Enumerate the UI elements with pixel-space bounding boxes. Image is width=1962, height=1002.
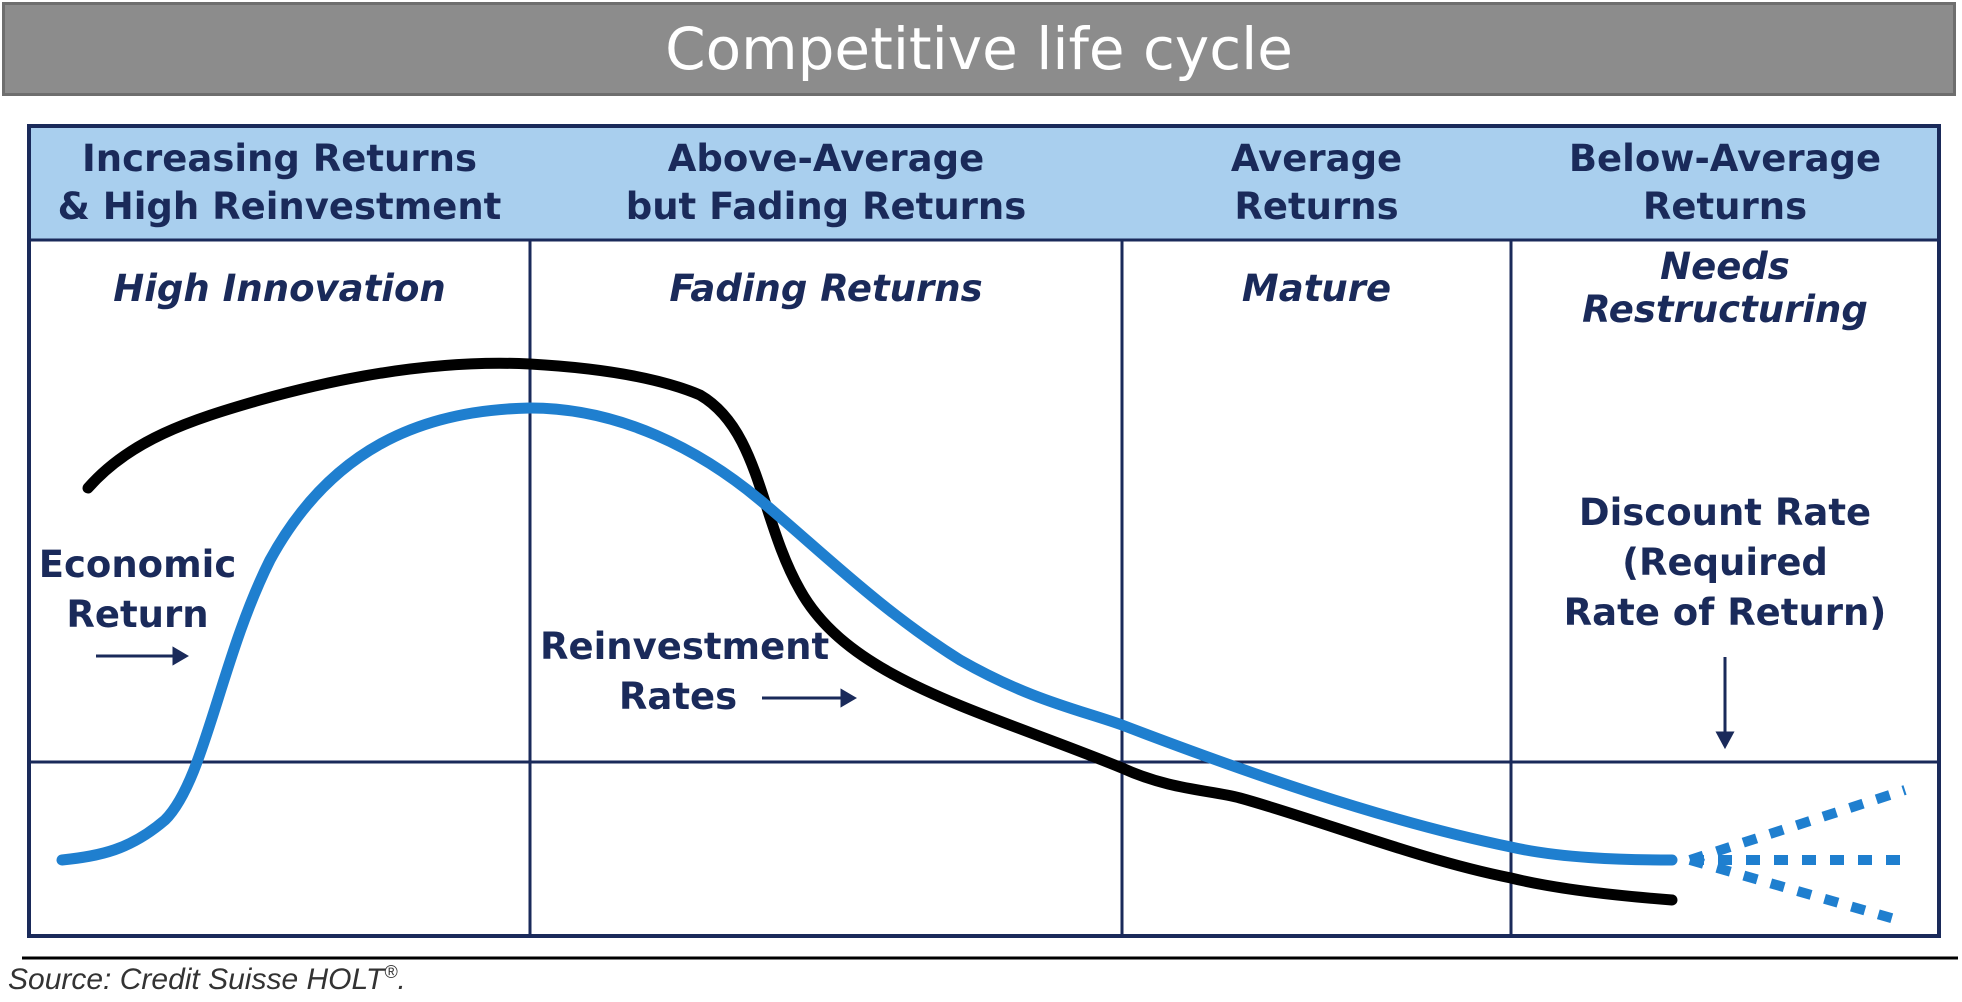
stage-header-below-average: Below-Average Returns	[1568, 137, 1882, 228]
stage-header-increasing-returns: Increasing Returns & High Reinvestment	[57, 137, 502, 228]
source-note: Source: Credit Suisse HOLT®.	[8, 962, 406, 996]
dotted-fan	[1688, 785, 1907, 927]
stage-subtitle-fading-returns: Fading Returns	[669, 266, 983, 310]
diagram-frame	[27, 124, 1941, 938]
reinvestment-rates-curve	[82, 357, 1678, 906]
stage-subtitle-high-innovation: High Innovation	[113, 266, 446, 310]
discount-rate-arrow	[1715, 657, 1735, 750]
title-bar: Competitive life cycle	[2, 2, 1956, 96]
discount-rate-label: Discount Rate (Required Rate of Return)	[1563, 491, 1887, 634]
stage-header-above-average: Above-Average but Fading Returns	[625, 137, 1027, 228]
economic-return-label: Economic Return	[38, 543, 237, 636]
stage-header-average: Average Returns	[1230, 137, 1403, 228]
reinvestment-rates-arrow	[762, 688, 857, 708]
fan-upper	[1688, 785, 1907, 865]
fan-lower	[1688, 855, 1907, 927]
economic-return-curve	[56, 402, 1678, 866]
stage-subtitle-mature: Mature	[1241, 266, 1392, 310]
header-band	[29, 126, 1939, 240]
economic-return-arrow	[96, 646, 189, 666]
page-title: Competitive life cycle	[665, 15, 1293, 83]
stage-subtitle-needs-restructuring: Needs Restructuring	[1582, 245, 1868, 331]
reinvestment-rates-label: Reinvestment Rates	[540, 625, 830, 718]
